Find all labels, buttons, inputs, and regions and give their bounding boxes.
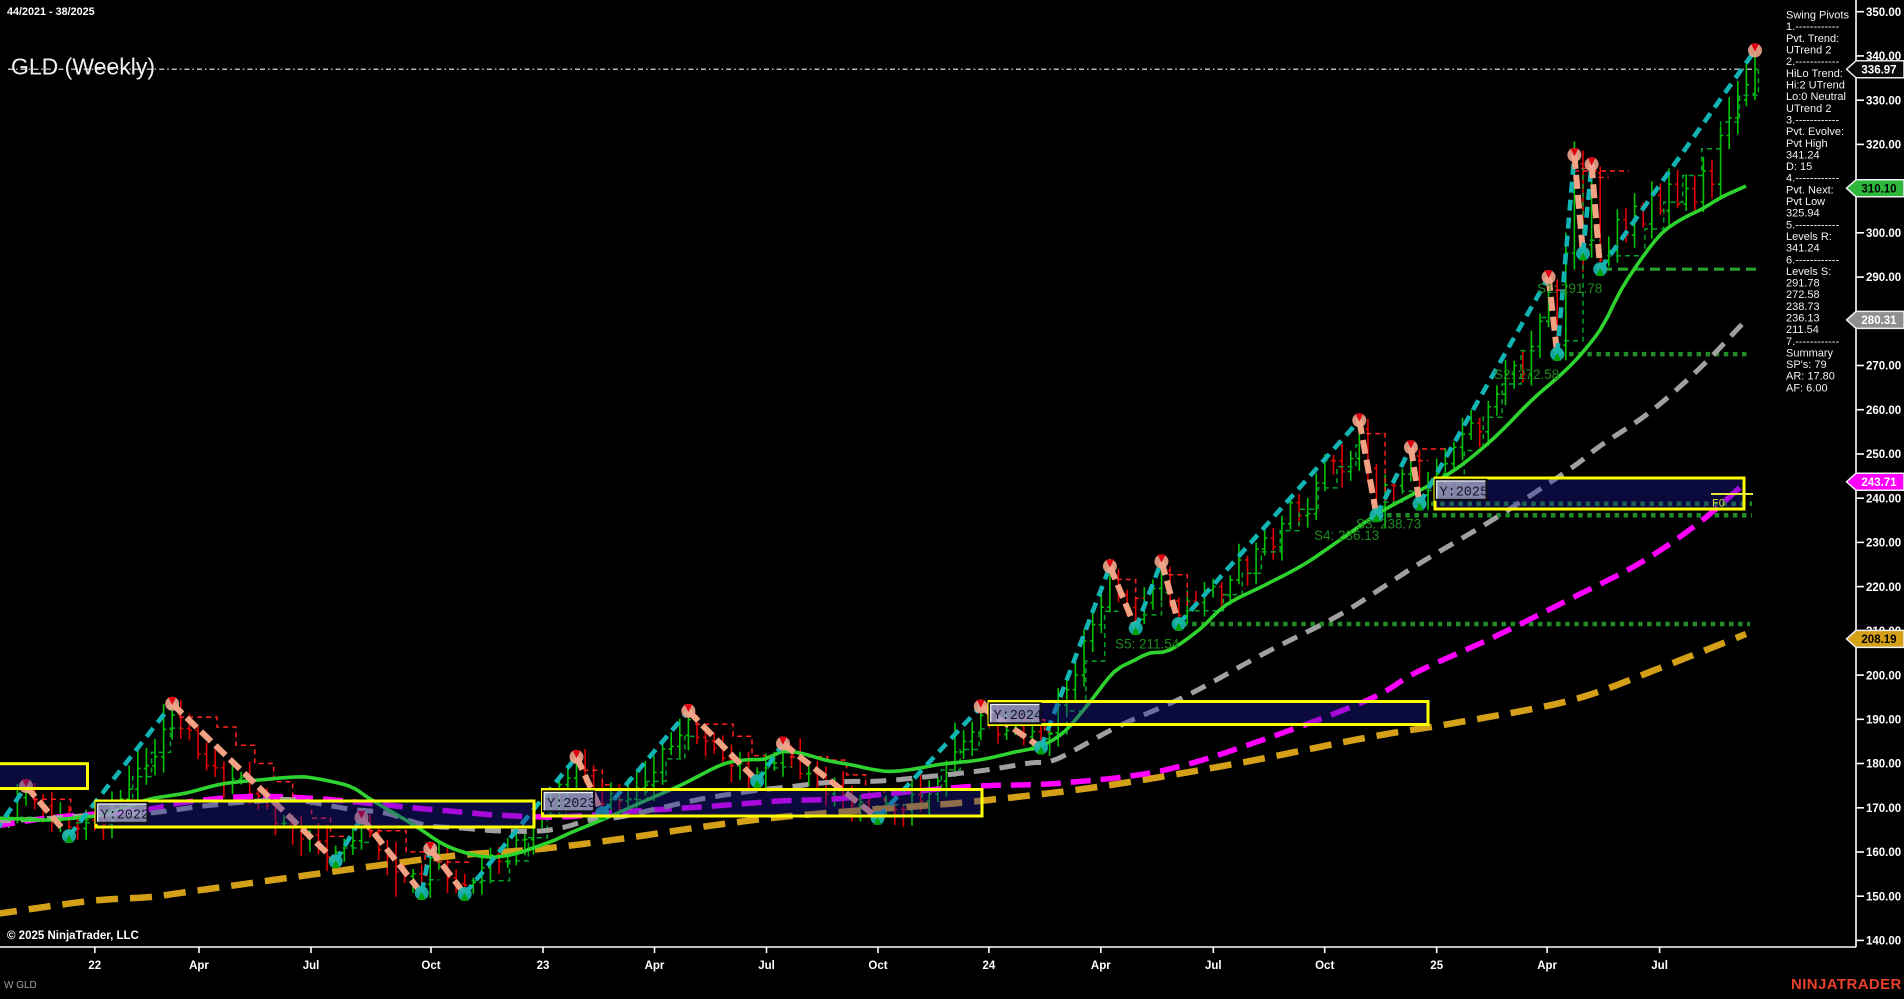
svg-text:211.54: 211.54 xyxy=(1786,324,1819,336)
svg-text:D: 15: D: 15 xyxy=(1786,161,1812,173)
svg-text:4.------------: 4.------------ xyxy=(1786,173,1839,185)
svg-text:HiLo Trend:: HiLo Trend: xyxy=(1786,68,1843,80)
svg-text:22: 22 xyxy=(88,960,101,972)
svg-text:2.------------: 2.------------ xyxy=(1786,56,1839,68)
svg-text:Jul: Jul xyxy=(1205,960,1222,972)
svg-text:Y:2022: Y:2022 xyxy=(101,808,150,823)
svg-text:140.00: 140.00 xyxy=(1866,936,1901,948)
svg-text:170.00: 170.00 xyxy=(1866,803,1901,815)
svg-text:NINJATRADER: NINJATRADER xyxy=(1791,976,1902,993)
svg-text:Hi:2 UTrend: Hi:2 UTrend xyxy=(1786,80,1845,92)
svg-text:SP's: 79: SP's: 79 xyxy=(1786,359,1827,371)
svg-text:Pvt. Trend:: Pvt. Trend: xyxy=(1786,33,1839,45)
svg-text:S4: 236.13: S4: 236.13 xyxy=(1314,528,1379,543)
svg-text:300.00: 300.00 xyxy=(1866,228,1901,240)
svg-text:Oct: Oct xyxy=(868,960,887,972)
svg-text:Summary: Summary xyxy=(1786,347,1834,359)
svg-text:25: 25 xyxy=(1430,960,1443,972)
svg-text:243.71: 243.71 xyxy=(1861,477,1897,489)
svg-text:Pvt Low: Pvt Low xyxy=(1786,196,1825,208)
svg-text:Jul: Jul xyxy=(1651,960,1668,972)
svg-text:S1: 291.78: S1: 291.78 xyxy=(1537,281,1602,296)
svg-text:23: 23 xyxy=(537,960,550,972)
svg-text:291.78: 291.78 xyxy=(1786,278,1820,290)
svg-text:208.19: 208.19 xyxy=(1861,634,1896,646)
svg-text:3.------------: 3.------------ xyxy=(1786,115,1839,127)
svg-text:290.00: 290.00 xyxy=(1866,272,1901,284)
svg-text:Apr: Apr xyxy=(1091,960,1111,972)
svg-text:© 2025 NinjaTrader, LLC: © 2025 NinjaTrader, LLC xyxy=(7,930,139,942)
svg-text:Swing Pivots: Swing Pivots xyxy=(1786,10,1849,22)
svg-text:W GLD: W GLD xyxy=(4,980,37,991)
svg-text:Apr: Apr xyxy=(645,960,665,972)
svg-text:S5: 211.54: S5: 211.54 xyxy=(1115,637,1180,652)
svg-text:Apr: Apr xyxy=(189,960,209,972)
svg-text:Oct: Oct xyxy=(421,960,440,972)
svg-text:Jul: Jul xyxy=(758,960,775,972)
svg-text:UTrend 2: UTrend 2 xyxy=(1786,45,1831,57)
svg-text:Levels S:: Levels S: xyxy=(1786,266,1831,278)
svg-text:236.13: 236.13 xyxy=(1786,313,1820,325)
svg-text:280.31: 280.31 xyxy=(1861,315,1897,327)
svg-text:UTrend 2: UTrend 2 xyxy=(1786,103,1831,115)
svg-text:190.00: 190.00 xyxy=(1866,715,1901,727)
svg-text:Pvt. Next:: Pvt. Next: xyxy=(1786,184,1834,196)
svg-text:350.00: 350.00 xyxy=(1866,7,1901,19)
svg-text:180.00: 180.00 xyxy=(1866,759,1901,771)
svg-text:Pvt High: Pvt High xyxy=(1786,138,1828,150)
svg-text:341.24: 341.24 xyxy=(1786,243,1820,255)
svg-text:7.------------: 7.------------ xyxy=(1786,336,1839,348)
svg-text:44/2021 - 38/2025: 44/2021 - 38/2025 xyxy=(7,6,95,18)
svg-text:220.00: 220.00 xyxy=(1866,582,1901,594)
svg-text:240.00: 240.00 xyxy=(1866,493,1901,505)
svg-text:325.94: 325.94 xyxy=(1786,208,1820,220)
svg-text:150.00: 150.00 xyxy=(1866,891,1901,903)
svg-text:Levels R:: Levels R: xyxy=(1786,231,1832,243)
svg-text:310.10: 310.10 xyxy=(1861,184,1896,196)
svg-text:1.------------: 1.------------ xyxy=(1786,21,1839,33)
svg-text:AF: 6.00: AF: 6.00 xyxy=(1786,382,1828,394)
svg-text:Apr: Apr xyxy=(1537,960,1557,972)
svg-text:GLD (Weekly): GLD (Weekly) xyxy=(11,54,155,80)
svg-text:260.00: 260.00 xyxy=(1866,405,1901,417)
svg-text:Oct: Oct xyxy=(1315,960,1334,972)
svg-text:238.73: 238.73 xyxy=(1786,301,1820,313)
svg-text:Y:2025: Y:2025 xyxy=(1440,485,1489,500)
svg-text:5.------------: 5.------------ xyxy=(1786,219,1839,231)
svg-text:24: 24 xyxy=(983,960,996,972)
svg-text:6.------------: 6.------------ xyxy=(1786,254,1839,266)
svg-text:330.00: 330.00 xyxy=(1866,95,1901,107)
svg-text:F0: F0 xyxy=(1712,498,1725,510)
svg-text:320.00: 320.00 xyxy=(1866,140,1901,152)
svg-text:Y:2023: Y:2023 xyxy=(547,797,596,812)
svg-text:200.00: 200.00 xyxy=(1866,670,1901,682)
svg-text:336.97: 336.97 xyxy=(1861,65,1896,77)
svg-text:250.00: 250.00 xyxy=(1866,449,1901,461)
svg-text:S2: 272.58: S2: 272.58 xyxy=(1494,367,1559,382)
svg-text:Pvt. Evolve:: Pvt. Evolve: xyxy=(1786,126,1844,138)
svg-text:272.58: 272.58 xyxy=(1786,289,1820,301)
svg-text:341.24: 341.24 xyxy=(1786,149,1820,161)
svg-text:230.00: 230.00 xyxy=(1866,538,1901,550)
svg-text:AR: 17.80: AR: 17.80 xyxy=(1786,371,1835,383)
svg-text:Jul: Jul xyxy=(303,960,320,972)
svg-text:270.00: 270.00 xyxy=(1866,361,1901,373)
svg-text:160.00: 160.00 xyxy=(1866,847,1901,859)
svg-text:Lo:0 Neutral: Lo:0 Neutral xyxy=(1786,91,1846,103)
svg-text:Y:2024: Y:2024 xyxy=(994,709,1043,724)
